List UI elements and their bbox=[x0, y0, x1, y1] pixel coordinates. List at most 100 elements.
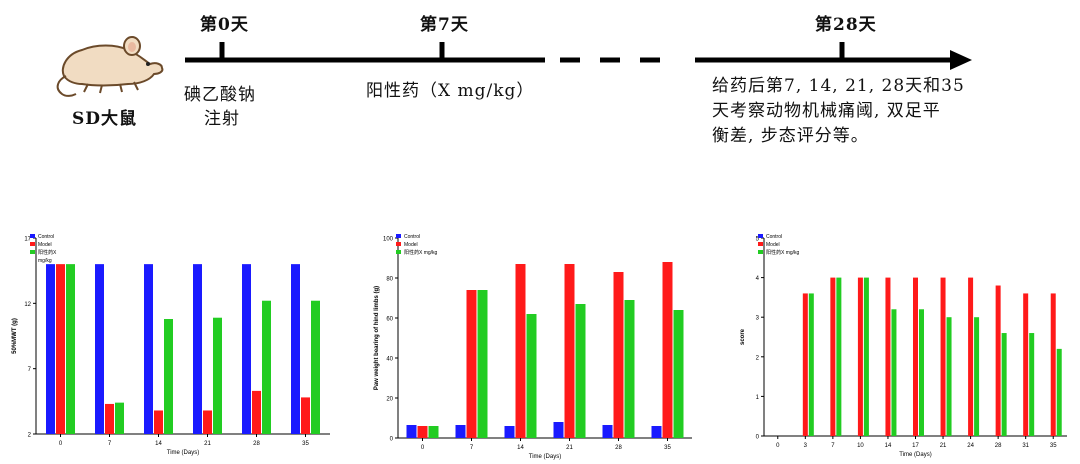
y-axis-label: Paw weight bearing of hind limbs (g) bbox=[374, 286, 380, 390]
bar-drug bbox=[891, 309, 897, 436]
x-tick-label: 24 bbox=[967, 443, 974, 449]
mark-day7-label: 第7天 bbox=[420, 15, 469, 35]
y-tick-label: 80 bbox=[386, 277, 393, 283]
x-tick-label: 14 bbox=[155, 441, 162, 447]
bar-model bbox=[466, 290, 477, 438]
legend-swatch bbox=[758, 250, 763, 254]
legend-swatch bbox=[396, 250, 401, 254]
legend-label: Control bbox=[404, 234, 420, 240]
bar-control bbox=[651, 426, 662, 438]
bar-drug bbox=[428, 426, 439, 438]
bar-drug bbox=[526, 314, 537, 438]
x-tick-label: 14 bbox=[517, 445, 524, 451]
y-tick-label: 4 bbox=[756, 276, 760, 282]
x-tick-label: 10 bbox=[857, 443, 864, 449]
bar-model bbox=[515, 264, 526, 438]
bar-drug bbox=[919, 309, 924, 436]
bar-model bbox=[613, 272, 624, 438]
bar-model bbox=[940, 277, 946, 436]
bar-control bbox=[291, 264, 300, 434]
bar-control bbox=[455, 425, 466, 438]
x-tick-label: 35 bbox=[302, 441, 309, 447]
bar-drug bbox=[863, 277, 869, 436]
chart-weight-bearing: 0 20 40 60 80 100 Paw weight bearing of hind l… bbox=[374, 234, 692, 460]
x-tick-label: 28 bbox=[253, 441, 260, 447]
legend-label: Control bbox=[38, 234, 54, 240]
bar-model bbox=[968, 277, 974, 436]
x-axis-label: Time (Days) bbox=[899, 452, 931, 458]
x-tick-label: 21 bbox=[566, 445, 573, 451]
bar-drug bbox=[808, 293, 814, 436]
x-tick-label: 35 bbox=[664, 445, 671, 451]
y-tick-label: 60 bbox=[386, 317, 393, 323]
bar-model bbox=[105, 403, 114, 434]
legend-label: Control bbox=[766, 234, 782, 240]
bar-model bbox=[885, 277, 891, 436]
y-axis-label: 50%MWT (g) bbox=[12, 318, 18, 354]
bar-control bbox=[504, 426, 515, 438]
chart-gait-score: 0 1 2 3 4 5 score Time (Days) 0 3 7 10 14 17 21 24 28 31 3… bbox=[740, 234, 1067, 458]
legend-label: Model bbox=[38, 242, 52, 248]
legend-swatch bbox=[758, 242, 763, 246]
bar-control bbox=[144, 264, 153, 434]
bar-model bbox=[1050, 293, 1056, 436]
chart-mwt: 2 7 12 17 50%MWT (g) Time (Days) 0 7 14 21 28 35 Con… bbox=[12, 234, 330, 456]
bar-drug bbox=[164, 319, 173, 434]
legend-swatch bbox=[758, 234, 763, 238]
bar-control bbox=[553, 422, 564, 438]
legend-label: Model bbox=[766, 242, 780, 248]
bar-drug bbox=[946, 317, 952, 436]
bar-drug bbox=[624, 300, 635, 438]
bar-drug bbox=[477, 290, 488, 438]
bar-drug bbox=[66, 264, 75, 434]
description: 给药后第7, 14, 21, 28天和35 天考察动物机械痛阈, 双足平 衡差,… bbox=[712, 74, 965, 149]
bar-model bbox=[56, 264, 65, 434]
x-tick-label: 7 bbox=[831, 443, 835, 449]
bar-control bbox=[602, 425, 613, 438]
bar-model bbox=[1023, 293, 1029, 436]
legend-label: 阳性药X mg/kg bbox=[404, 249, 438, 256]
legend-swatch bbox=[30, 234, 35, 238]
rat-icon bbox=[56, 36, 164, 97]
y-tick-label: 20 bbox=[386, 397, 393, 403]
bar-drug bbox=[1001, 333, 1007, 436]
bar-drug bbox=[836, 277, 842, 436]
bar-model bbox=[417, 426, 428, 438]
bar-drug bbox=[213, 317, 222, 434]
legend-label: mg/kg bbox=[38, 258, 52, 264]
bar-drug bbox=[974, 317, 980, 436]
y-tick-label: 3 bbox=[756, 316, 760, 322]
y-tick-label: 17 bbox=[24, 237, 31, 243]
x-tick-label: 28 bbox=[995, 443, 1002, 449]
bar-control bbox=[46, 264, 55, 434]
bar-model bbox=[252, 390, 261, 434]
bar-model bbox=[802, 293, 808, 436]
injection-label-line2: 注射 bbox=[204, 109, 240, 129]
bar-model bbox=[913, 277, 918, 436]
y-tick-label: 0 bbox=[390, 437, 394, 443]
legend-swatch bbox=[396, 242, 401, 246]
x-tick-label: 7 bbox=[108, 441, 112, 447]
y-tick-label: 5 bbox=[756, 237, 760, 243]
legend-swatch bbox=[30, 242, 35, 246]
positive-drug-label: 阳性药（X mg/kg） bbox=[366, 81, 535, 101]
y-tick-label: 2 bbox=[756, 355, 760, 361]
x-tick-label: 7 bbox=[470, 445, 474, 451]
x-tick-label: 0 bbox=[59, 441, 63, 447]
bar-drug bbox=[311, 300, 320, 434]
bar-model bbox=[203, 410, 212, 434]
bar-model bbox=[830, 277, 836, 436]
y-tick-label: 100 bbox=[383, 237, 394, 243]
y-tick-label: 12 bbox=[24, 302, 31, 308]
timeline-graphics bbox=[56, 36, 972, 97]
description-line: 天考察动物机械痛阈, 双足平 bbox=[712, 101, 941, 121]
bar-drug bbox=[1056, 348, 1062, 436]
x-axis-label: Time (Days) bbox=[529, 454, 561, 460]
bar-control bbox=[406, 425, 417, 438]
x-tick-label: 35 bbox=[1050, 443, 1057, 449]
bar-model bbox=[301, 397, 310, 434]
y-tick-label: 1 bbox=[756, 395, 760, 401]
bar-drug bbox=[1029, 333, 1035, 436]
bar-drug bbox=[575, 304, 586, 438]
injection-label-line1: 碘乙酸钠 bbox=[184, 85, 256, 105]
